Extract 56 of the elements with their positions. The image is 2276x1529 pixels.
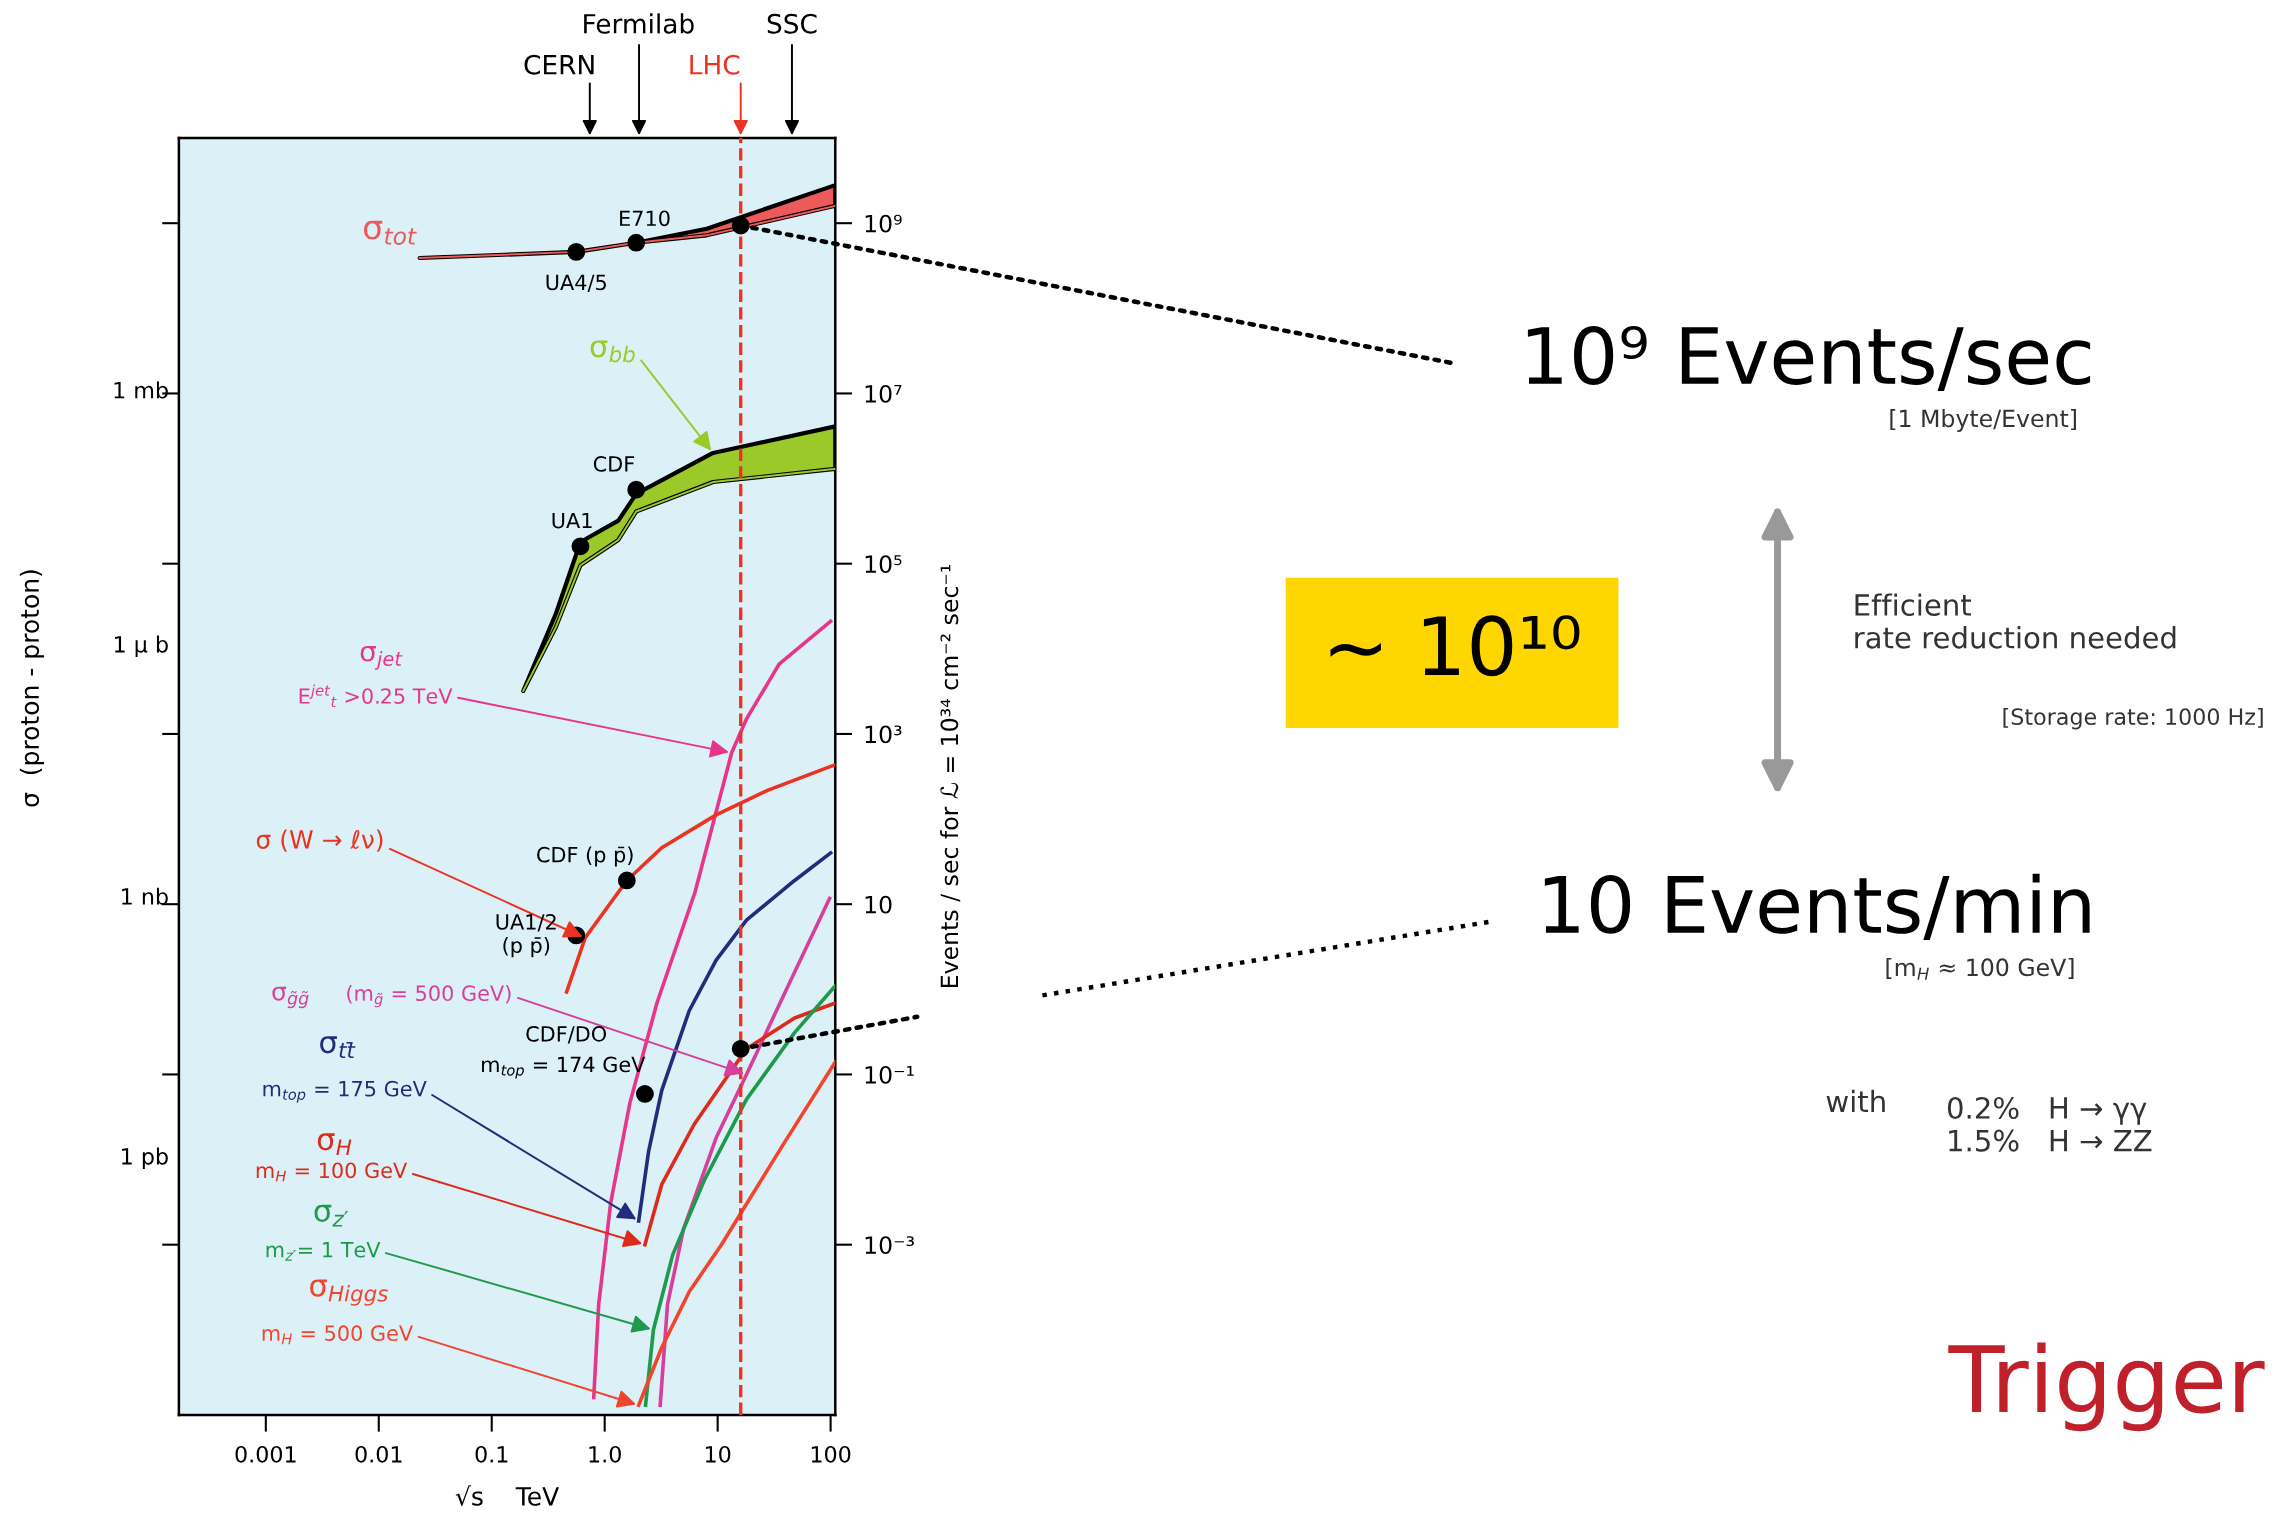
text: σ$_{g̃g̃}$ [272,986,309,1009]
y-tick-label: 10⁵ [865,555,902,573]
text: ~ 10¹⁰ [1330,615,1580,677]
x-tick-label: 1.0 [589,1445,621,1463]
annotation: (m$_{g̃}$ = 500 GeV) [347,984,511,1008]
x-tick-label: 100 [811,1445,851,1463]
text: σ$_{H}$ [317,1133,352,1156]
text: [Storage rate: 1000 Hz] [2003,707,2263,730]
annotation: CDF/DO [526,1025,607,1044]
text: 1 nb [122,887,168,905]
text: σ$_{z′}$ [314,1204,349,1227]
text: 10⁹ Events/sec [1527,326,2091,392]
annotation: UA1 [552,512,592,529]
text: SSC [767,13,817,34]
text: σ$_{tt̄}$ [320,1036,356,1058]
y-tick-label: 10⁹ [865,214,902,233]
text: σ$_{bb}$ [590,340,635,363]
text: σ$_{Higgs}$ [310,1279,388,1306]
x-tick-label: 10 [705,1445,731,1463]
text: with [1826,1089,1885,1112]
text: 1 pb [122,1147,168,1170]
y-tick-label: 10³ [865,725,902,744]
annotation: E$^{jet}$$_{t}$ >0.25 TeV [299,684,453,708]
x-tick-label: 0.001 [235,1445,296,1463]
annotation: m$_{top}$ = 175 GeV [263,1080,427,1103]
text: σ (proton - proton) [19,570,44,807]
text: 10 Events/min [1544,873,2090,940]
y-tick-label: 10 [865,895,892,914]
text: 1 μ b [114,635,168,658]
text: 0.2% H → γγ 1.5% H → ZZ [1947,1096,2152,1152]
ref-line-label: LHC [690,54,740,75]
annotation: m$_{H}$ = 100 GeV [256,1162,408,1182]
annotation: E710 [620,210,670,227]
x-tick-label: 0.1 [475,1445,508,1463]
text: [1 Mbyte/Event] [1890,409,2076,432]
y-axis-title: Events / sec for ℒ = 10³⁴ cm⁻² sec⁻¹ [940,564,961,987]
x-tick-label: 0.01 [355,1445,402,1463]
annotation: m$_{z′}$= 1 TeV [266,1242,381,1261]
text: CERN [524,54,594,75]
annotation: UA4/5 [546,274,606,292]
y-tick-label: 10⁻³ [865,1236,914,1254]
text: Fermilab [584,13,694,34]
text: Trigger [1948,1342,2265,1432]
text: σ (W → ℓν) [256,829,383,852]
text: Efficient rate reduction needed [1855,593,2176,649]
series-label: σ$_{tot}$ [363,220,417,245]
y-tick-label: 10⁻¹ [865,1065,914,1084]
annotation: CDF [593,456,635,472]
text: 1 mb [114,381,168,399]
text: σ$_{jet}$ [360,646,403,670]
annotation: CDF (p p̄) [537,846,633,867]
x-axis-title: √s TeV [455,1485,560,1506]
annotation: m$_{H}$ = 500 GeV [262,1325,413,1345]
text: [m$_{H}$ ≈ 100 GeV] [1886,957,2074,980]
y-tick-label: 10⁷ [865,384,902,403]
annotation: UA1/2 (p p̄) [496,914,556,958]
